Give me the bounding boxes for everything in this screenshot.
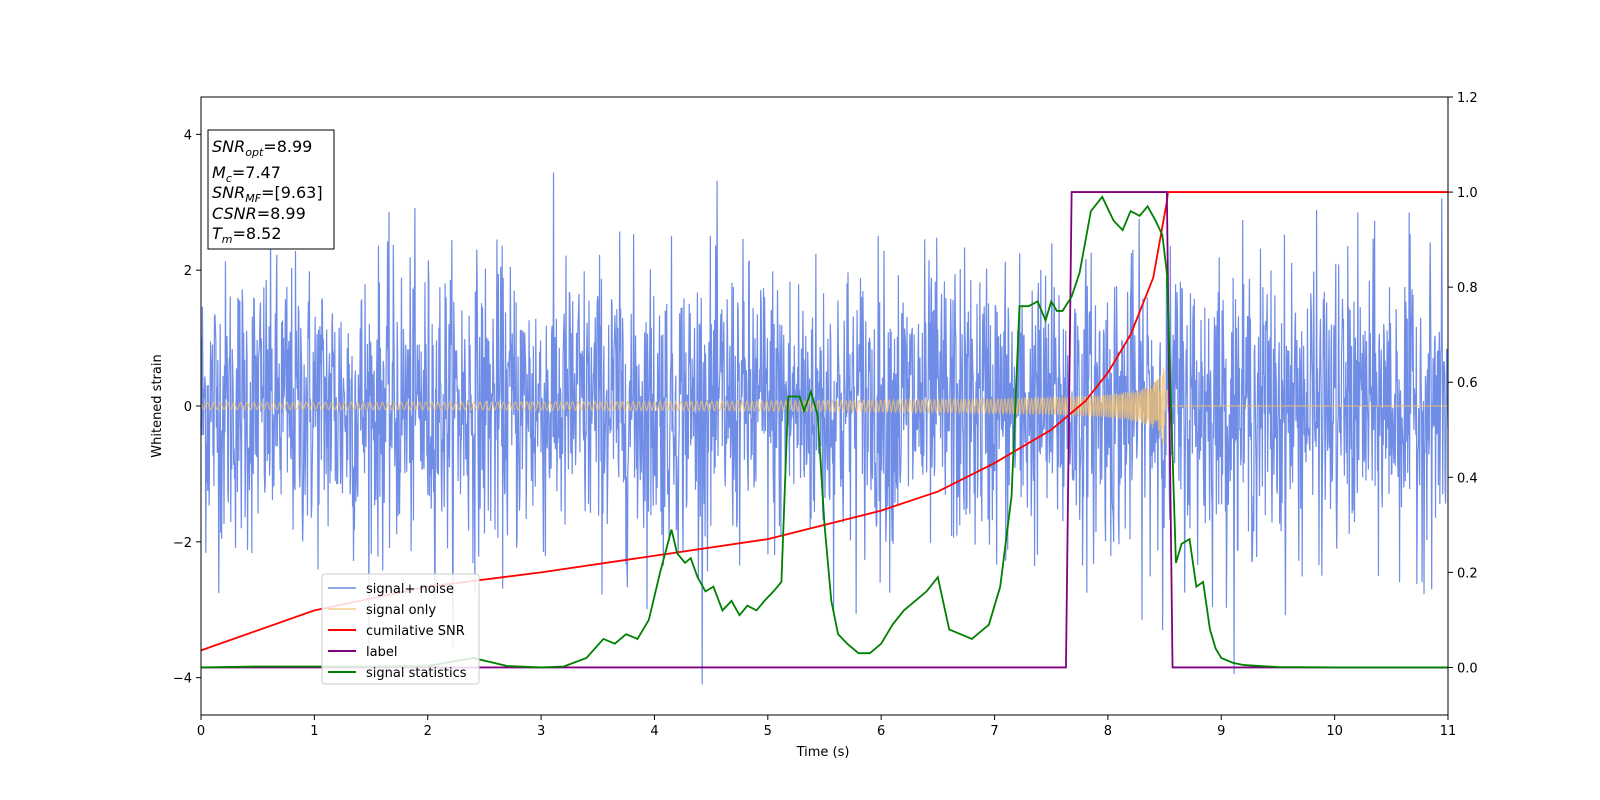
legend-signal-only: signal only <box>366 603 436 618</box>
annotation-mc: Mc=7.47 <box>212 163 281 185</box>
x-axis: 0 1 2 3 4 5 6 7 8 9 10 11 <box>197 715 1456 739</box>
series-signal-only <box>200 367 1448 446</box>
legend-signal-statistics: signal statistics <box>366 666 467 681</box>
y2-tick-label: 0.6 <box>1457 376 1478 391</box>
x-tick-label: 5 <box>764 724 772 739</box>
y2-tick-label: 0.4 <box>1457 471 1478 486</box>
x-tick-label: 11 <box>1440 724 1457 739</box>
stats-annotation-box: SNRopt=8.99 Mc=7.47 SNRMF=[9.63] CSNR=8.… <box>207 129 335 250</box>
y-tick-label: 0 <box>184 400 192 415</box>
x-tick-label: 4 <box>650 724 658 739</box>
y2-tick-label: 1.2 <box>1457 91 1478 106</box>
y-tick-label: −4 <box>173 672 192 687</box>
series-label <box>201 191 1448 669</box>
y-axis-label: Whitened strain <box>150 354 165 457</box>
series-layer <box>200 172 1449 685</box>
x-tick-label: 7 <box>990 724 998 739</box>
y-tick-label: −2 <box>173 536 192 551</box>
x-tick-label: 6 <box>877 724 885 739</box>
y-axis-left: −4 −2 0 2 4 <box>173 128 201 687</box>
y-axis-right: 0.0 0.2 0.4 0.6 0.8 1.0 1.2 <box>1448 91 1478 676</box>
series-cumulative-snr <box>200 191 1448 652</box>
legend-signal-noise: signal+ noise <box>366 582 454 597</box>
y2-tick-label: 0.2 <box>1457 566 1478 581</box>
x-tick-label: 10 <box>1326 724 1343 739</box>
annotation-snr-opt: SNRopt=8.99 <box>212 137 312 159</box>
series-signal-noise <box>200 172 1449 685</box>
y-tick-label: 2 <box>184 264 192 279</box>
y2-tick-label: 0.8 <box>1457 281 1478 296</box>
x-tick-label: 0 <box>197 724 205 739</box>
x-tick-label: 2 <box>424 724 432 739</box>
annotation-csnr: CSNR=8.99 <box>212 204 306 223</box>
y-tick-label: 4 <box>184 128 192 143</box>
legend: signal+ noise signal only cumilative SNR la… <box>321 573 480 685</box>
legend-cumulative-snr: cumilative SNR <box>366 624 465 639</box>
x-tick-label: 8 <box>1104 724 1112 739</box>
series-signal-statistics <box>200 195 1448 669</box>
legend-label: label <box>366 645 397 660</box>
x-tick-label: 3 <box>537 724 545 739</box>
annotation-tm: Tm=8.52 <box>212 224 282 246</box>
x-axis-label: Time (s) <box>796 745 850 760</box>
x-tick-label: 9 <box>1217 724 1225 739</box>
y2-tick-label: 1.0 <box>1457 186 1478 201</box>
x-tick-label: 1 <box>310 724 318 739</box>
y2-tick-label: 0.0 <box>1457 661 1478 676</box>
annotation-snr-mf: SNRMF=[9.63] <box>212 183 323 205</box>
